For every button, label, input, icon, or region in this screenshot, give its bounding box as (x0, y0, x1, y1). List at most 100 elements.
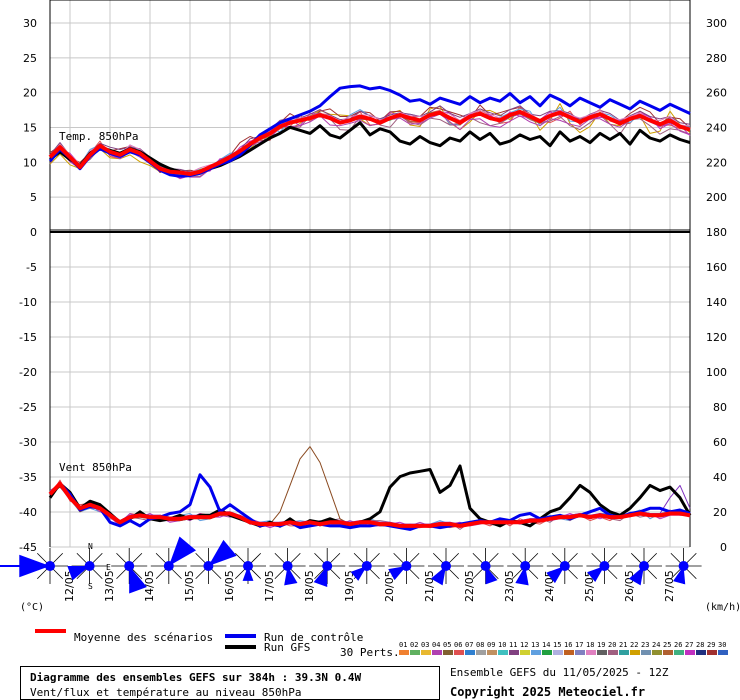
wind-rose-petal (19, 554, 50, 578)
legend-pert-number: 03 (421, 641, 429, 649)
left-tick-label: -25 (19, 401, 37, 414)
wind-rose-petal (587, 566, 605, 582)
left-tick-label: -20 (19, 366, 37, 379)
compass-south: S (88, 582, 93, 591)
left-tick-label: 20 (23, 87, 37, 100)
legend-pert-swatch (421, 650, 431, 655)
wind-series-brown_spike (49, 446, 691, 527)
left-tick-label: 0 (30, 226, 37, 239)
legend-pert-swatch (531, 650, 541, 655)
wind-rose-core (401, 561, 412, 571)
legend-pert-number: 01 (399, 641, 407, 649)
gefs-ensemble-chart: 12/05 13/05 14/05 15/05 16/05 17/05 18/05 19/05… (0, 0, 740, 659)
left-tick-label: 30 (23, 17, 37, 30)
wind-rose (348, 548, 385, 584)
wind-rose-petal (168, 536, 197, 566)
right-tick-label: 0 (720, 541, 727, 554)
temperature-series-p05 (49, 112, 691, 177)
temperature-series-gfs (49, 121, 691, 177)
left-axis-unit: (°C) (20, 602, 44, 613)
legend-pert-number: 06 (454, 641, 462, 649)
wind-rose (67, 548, 108, 584)
left-tick-label: -35 (19, 471, 37, 484)
legend-pert-number: 25 (663, 641, 671, 649)
legend-pert-number: 09 (487, 641, 495, 649)
x-tick-label: 18/05 (303, 570, 316, 602)
temperature-panel-label: Temp. 850hPa (59, 130, 138, 143)
legend-pert-swatch (718, 650, 728, 655)
legend-pert-number: 23 (641, 641, 649, 649)
legend-pert-number: 30 (718, 641, 726, 649)
left-tick-label: -5 (26, 261, 37, 274)
x-tick-label: 13/05 (103, 570, 116, 602)
temperature-series-mean (48, 109, 691, 176)
wind-rose-core (520, 561, 531, 571)
left-tick-label: -40 (19, 506, 37, 519)
legend-pert-swatch (619, 650, 629, 655)
left-tick-label: -30 (19, 436, 37, 449)
copyright: Copyright 2025 Meteociel.fr (450, 685, 646, 699)
right-tick-label: 80 (713, 401, 727, 414)
grid (49, 0, 691, 548)
legend-pert-swatch (553, 650, 563, 655)
x-tick-label: 20/05 (383, 570, 396, 602)
x-tick-label: 21/05 (423, 570, 436, 602)
wind-rose (111, 548, 148, 594)
right-tick-label: 300 (706, 17, 727, 30)
right-tick-label: 20 (713, 506, 727, 519)
right-tick-label: 180 (706, 226, 727, 239)
right-tick-label: 140 (706, 296, 727, 309)
legend-pert-number: 10 (498, 641, 506, 649)
wind-rose (546, 548, 583, 584)
wind-rose-core (124, 561, 135, 571)
wind-rose-petal (67, 565, 90, 581)
legend-pert-number: 02 (410, 641, 418, 649)
legend-pert-swatch (443, 650, 453, 655)
x-tick-label: 23/05 (503, 570, 516, 602)
info-box: Diagramme des ensembles GEFS sur 384h : … (20, 666, 440, 700)
legend-pert-number: 12 (520, 641, 528, 649)
legend-pert-number: 16 (564, 641, 572, 649)
right-tick-label: 120 (706, 331, 727, 344)
run-label: Ensemble GEFS du 11/05/2025 - 12Z (450, 666, 669, 679)
wind-rose (428, 548, 464, 586)
legend-pert-swatch (487, 650, 497, 655)
legend-pert-number: 13 (531, 641, 539, 649)
wind-rose-petal (350, 566, 367, 581)
left-tick-label: 15 (23, 121, 37, 134)
legend-pert-swatch (707, 650, 717, 655)
legend-pert-number: 08 (476, 641, 484, 649)
temperature-panel-frame (49, 0, 691, 231)
wind-panel-label: Vent 850hPa (59, 461, 132, 474)
legend-pert-swatch (465, 650, 475, 655)
legend-pert-swatch (685, 650, 695, 655)
legend-pert-number: 19 (597, 641, 605, 649)
left-tick-label: 25 (23, 52, 37, 65)
legend-pert-swatch (575, 650, 585, 655)
legend-pert-swatch (586, 650, 596, 655)
right-tick-label: 100 (706, 366, 727, 379)
info-title: Diagramme des ensembles GEFS sur 384h : … (30, 671, 362, 684)
legend-pert-number: 14 (542, 641, 550, 649)
wind-series-gfs (48, 464, 692, 528)
legend-pert-swatch (432, 650, 442, 655)
right-tick-label: 200 (706, 191, 727, 204)
wind-rose-core (678, 561, 689, 571)
legend-pert-swatch (652, 650, 662, 655)
legend-pert-number: 15 (553, 641, 561, 649)
wind-roses: N E S (0, 536, 702, 594)
legend-pert-number: 04 (432, 641, 440, 649)
wind-rose (586, 548, 623, 584)
left-tick-label: -15 (19, 331, 37, 344)
x-tick-label: 27/05 (663, 570, 676, 602)
x-tick-label: 22/05 (463, 570, 476, 602)
wind-rose (665, 548, 702, 585)
legend-pert-swatch (399, 650, 409, 655)
legend-pert-number: 24 (652, 641, 660, 649)
right-tick-label: 280 (706, 52, 727, 65)
wind-rose (309, 548, 346, 587)
wind-rose (467, 548, 504, 585)
legend-pert-swatch (542, 650, 552, 655)
wind-rose-petal (313, 566, 328, 587)
